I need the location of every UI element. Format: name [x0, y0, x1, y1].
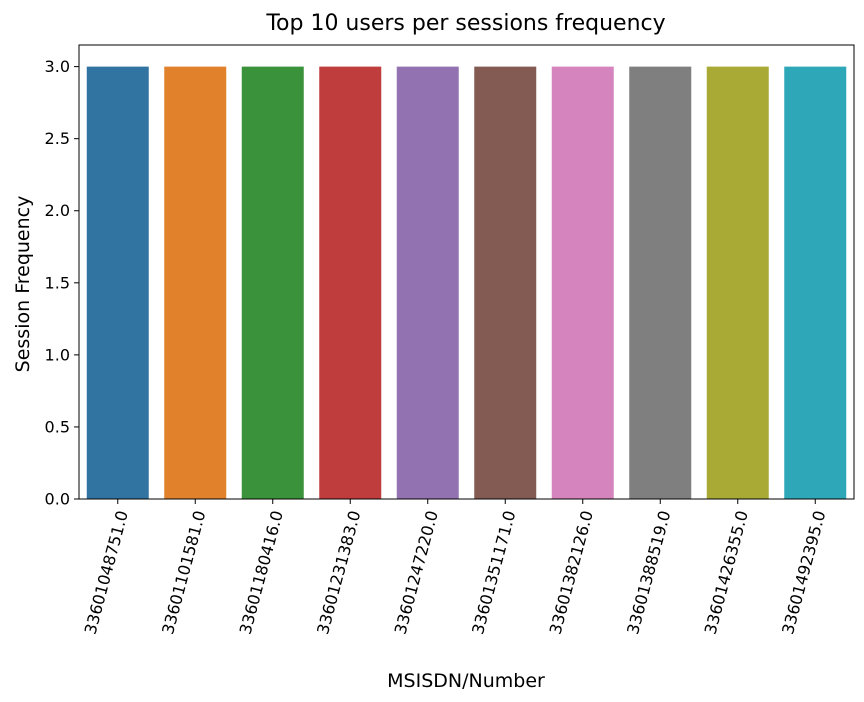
chart-title: Top 10 users per sessions frequency — [265, 11, 665, 36]
y-tick-label: 3.0 — [45, 57, 70, 76]
x-tick-label: 33601382126.0 — [546, 509, 597, 637]
x-axis-label: MSISDN/Number — [387, 670, 545, 692]
y-tick-label: 1.0 — [45, 345, 70, 364]
y-tick-label: 0.0 — [45, 490, 70, 509]
bar-3 — [241, 66, 304, 499]
bar-1 — [86, 66, 149, 499]
x-tick-label: 33601492395.0 — [778, 509, 829, 637]
x-axis: 33601048751.0 33601101581.0 33601180416.0 3… — [81, 499, 829, 637]
bar-5 — [396, 66, 459, 499]
y-axis-label: Session Frequency — [12, 196, 34, 373]
x-tick-label: 33601351171.0 — [468, 509, 519, 637]
x-tick-label: 33601101581.0 — [158, 509, 209, 637]
y-tick-label: 2.0 — [45, 201, 70, 220]
plot-frame — [78, 44, 855, 500]
x-tick-label: 33601231383.0 — [313, 509, 364, 637]
x-tick-label: 33601426355.0 — [701, 509, 752, 637]
y-axis: 0.0 0.5 1.0 1.5 2.0 2.5 3.0 — [45, 57, 79, 509]
x-tick-label: 33601388519.0 — [623, 509, 674, 637]
bar-8 — [629, 66, 692, 499]
y-tick-label: 2.5 — [45, 129, 70, 148]
y-tick-label: 0.5 — [45, 417, 70, 436]
x-tick-label: 33601247220.0 — [391, 509, 442, 637]
bar-4 — [319, 66, 382, 499]
bar-2 — [164, 66, 227, 499]
x-tick-label: 33601048751.0 — [81, 509, 132, 637]
x-tick-label: 33601180416.0 — [236, 509, 287, 637]
bars-group — [86, 66, 847, 499]
bar-7 — [551, 66, 614, 499]
bar-9 — [706, 66, 769, 499]
y-tick-label: 1.5 — [45, 273, 70, 292]
bar-10 — [784, 66, 847, 499]
bar-6 — [474, 66, 537, 499]
